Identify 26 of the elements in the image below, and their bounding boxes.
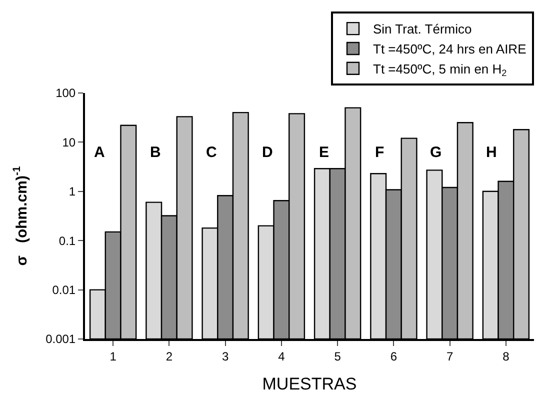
y-tick-label: 0.01 — [52, 283, 76, 297]
y-tick-label: 1 — [68, 184, 76, 199]
x-axis-title: MUESTRAS — [262, 374, 357, 394]
x-tick-label: 3 — [222, 349, 229, 364]
annotation: E — [319, 144, 330, 161]
x-tick-label: 1 — [110, 349, 117, 364]
annotation: D — [262, 144, 273, 161]
x-tick-label: 8 — [502, 349, 510, 364]
annotation: C — [206, 144, 217, 161]
x-tick-label: 5 — [334, 349, 342, 364]
annotation: B — [150, 144, 161, 161]
annotation: H — [486, 144, 497, 161]
annotation: G — [430, 144, 442, 161]
y-tick-label: 10 — [62, 135, 76, 150]
legend-label: Tt =450ºC, 5 min en H$_{2}$ — [373, 61, 507, 78]
x-tick-label: 4 — [278, 349, 286, 364]
y-tick-label: 100 — [56, 86, 76, 100]
y-tick-label: 0.001 — [46, 332, 76, 346]
x-tick-label: 6 — [390, 349, 398, 364]
legend-label: Sin Trat. Térmico — [373, 22, 472, 37]
y-tick-label: 0.1 — [58, 234, 76, 248]
annotation: A — [94, 144, 105, 161]
x-tick-label: 2 — [166, 349, 173, 364]
legend-label: Tt =450ºC, 24 hrs en AIRE — [373, 42, 527, 57]
x-tick-label: 7 — [446, 349, 454, 364]
annotation: F — [375, 144, 384, 161]
